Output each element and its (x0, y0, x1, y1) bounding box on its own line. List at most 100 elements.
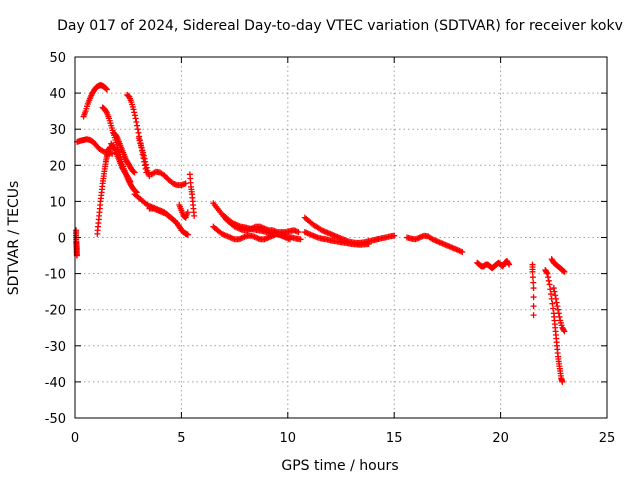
data-point (547, 291, 554, 298)
data-point (554, 303, 561, 310)
series-prn-f (108, 140, 134, 185)
data-point (550, 285, 557, 292)
x-tick-label: 25 (599, 431, 616, 446)
data-point (295, 229, 302, 236)
data-point (550, 305, 557, 312)
series-prn-n (186, 171, 198, 219)
y-tick-label: 0 (58, 232, 66, 247)
data-point (140, 149, 147, 156)
data-point (560, 327, 567, 334)
data-point (505, 260, 512, 267)
y-tick-label: 10 (49, 195, 66, 210)
data-point (191, 212, 198, 219)
series-prn-x (542, 266, 566, 385)
series-prn-k (148, 168, 189, 189)
data-point (556, 313, 563, 320)
data-point (530, 312, 537, 319)
series-prn-p (210, 223, 293, 243)
data-point (111, 146, 118, 153)
data-point (143, 164, 150, 171)
data-point (544, 270, 551, 277)
y-tick-label: -50 (45, 412, 66, 427)
data-point (555, 310, 562, 317)
series-prn-u (403, 232, 466, 255)
y-tick-label: 40 (49, 87, 66, 102)
data-point (530, 303, 537, 310)
data-point (131, 112, 138, 119)
data-point (459, 248, 466, 255)
data-marks (73, 82, 568, 385)
data-point (547, 286, 554, 293)
axis-ticks: 0 5 10 15 20 25 -50 -40 -30 -20 -10 0 10 20 30 40 50 (45, 51, 616, 446)
series-prn-z (550, 285, 568, 335)
data-point (551, 288, 558, 295)
data-point (529, 274, 536, 281)
data-point (141, 155, 148, 162)
series-prn-y (548, 256, 568, 275)
x-axis-label: GPS time / hours (281, 458, 398, 474)
y-tick-label: 30 (49, 123, 66, 138)
series-prn-s (301, 229, 372, 248)
data-point (103, 85, 110, 92)
data-point (365, 240, 372, 247)
x-tick-label: 15 (386, 431, 403, 446)
y-tick-label: 20 (49, 159, 66, 174)
data-point (113, 134, 120, 141)
series-prn-m (176, 202, 191, 221)
series-prn-g (110, 129, 138, 176)
data-point (546, 281, 553, 288)
data-point (506, 261, 513, 268)
y-tick-label: -10 (45, 268, 66, 283)
series-prn-i (135, 135, 153, 180)
data-point (135, 129, 142, 136)
data-point (134, 126, 141, 133)
y-tick-label: -40 (45, 376, 66, 391)
data-point (126, 177, 133, 184)
series-prn-q (220, 212, 304, 243)
series-prn-v (474, 257, 513, 272)
data-point (545, 277, 552, 284)
data-point (391, 232, 398, 239)
chart-title: Day 017 of 2024, Sidereal Day-to-day VTE… (57, 18, 623, 34)
data-point (133, 118, 140, 125)
x-tick-label: 0 (71, 431, 79, 446)
y-axis-label: SDTVAR / TECUs (6, 181, 22, 296)
data-point (140, 152, 147, 159)
x-tick-label: 20 (492, 431, 509, 446)
data-point (103, 108, 110, 115)
y-tick-label: 50 (49, 51, 66, 66)
data-point (142, 161, 149, 168)
data-point (545, 274, 552, 281)
data-point (561, 268, 568, 275)
series-prn-w (529, 261, 537, 319)
data-point (530, 294, 537, 301)
data-point (134, 122, 141, 129)
series-prn-t (374, 232, 398, 243)
series-prn-l (146, 205, 191, 238)
series-prn-c (80, 82, 110, 120)
data-point (127, 178, 134, 185)
data-point (530, 285, 537, 292)
data-point (552, 292, 559, 299)
data-point (552, 295, 559, 302)
data-point (132, 115, 139, 122)
data-point (142, 158, 149, 165)
series-prn-d (94, 144, 114, 237)
data-point (553, 299, 560, 306)
data-point (184, 231, 191, 238)
data-point (530, 279, 537, 286)
data-point (184, 209, 191, 216)
data-point (543, 269, 550, 276)
y-tick-label: -30 (45, 340, 66, 355)
data-point (131, 109, 138, 116)
data-point (529, 268, 536, 275)
data-point (559, 378, 566, 385)
data-point (131, 169, 138, 176)
x-tick-label: 10 (280, 431, 297, 446)
data-point (549, 300, 556, 307)
data-point (561, 328, 568, 335)
data-point (297, 236, 304, 243)
x-tick-label: 5 (177, 431, 185, 446)
data-point (103, 86, 110, 93)
